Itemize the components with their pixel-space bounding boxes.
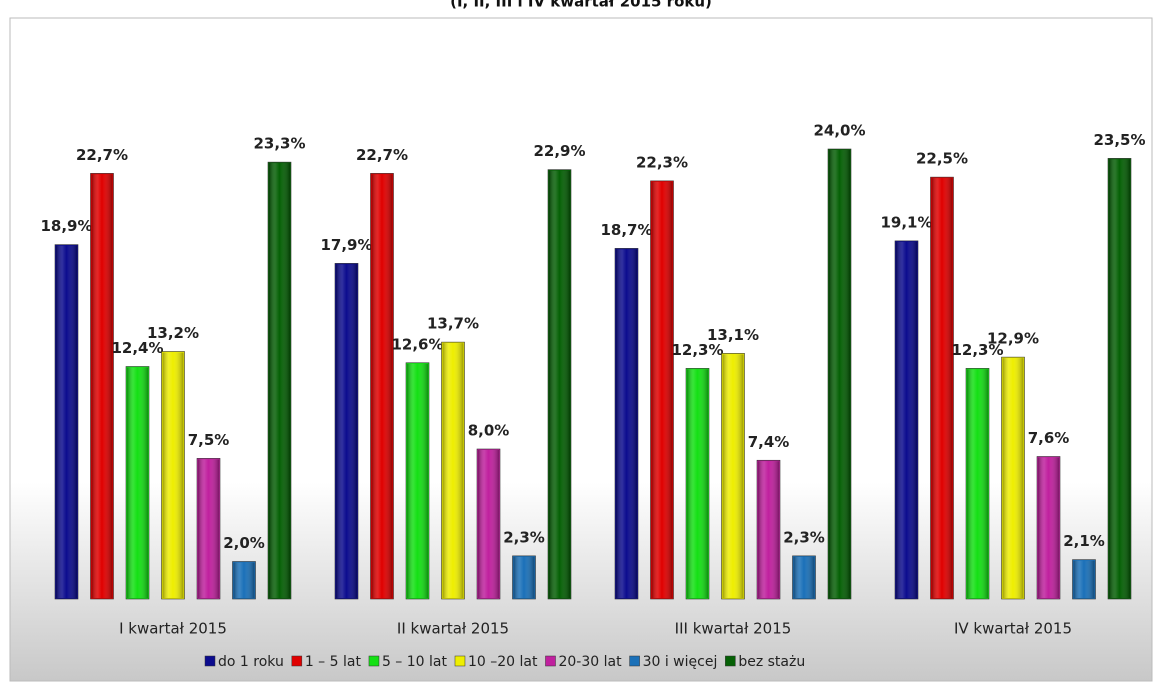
bar-shine (478, 450, 499, 598)
value-label: 13,1% (707, 326, 759, 344)
bar-shine (91, 174, 113, 598)
value-label: 2,3% (783, 528, 825, 546)
x-tick-label: IV kwartał 2015 (954, 620, 1072, 638)
bar-shine (1002, 358, 1024, 598)
bar-shine (549, 170, 570, 598)
value-label: 12,9% (987, 330, 1039, 348)
bar-shine (127, 367, 148, 598)
bar-shine (896, 241, 917, 598)
bar-shine (269, 163, 290, 598)
bar-shine (56, 245, 77, 598)
bar-shine (1073, 560, 1095, 598)
x-tick-label: III kwartał 2015 (675, 620, 792, 638)
value-label: 22,3% (636, 153, 688, 171)
value-label: 22,5% (916, 150, 968, 168)
bar-shine (931, 178, 953, 598)
value-label: 7,6% (1028, 429, 1070, 447)
bar-shine (442, 343, 464, 598)
value-label: 18,9% (40, 217, 92, 235)
value-label: 22,7% (356, 146, 408, 164)
value-label: 12,3% (951, 341, 1003, 359)
value-label: 13,7% (427, 315, 479, 333)
value-label: 2,1% (1063, 532, 1105, 550)
value-label: 12,6% (391, 335, 443, 353)
bar-shine (233, 562, 255, 598)
bar-shine (1109, 159, 1130, 598)
value-label: 7,4% (748, 433, 790, 451)
legend-swatch (454, 655, 466, 667)
value-label: 12,4% (111, 339, 163, 357)
legend-label: 20-30 lat (558, 654, 622, 670)
value-label: 17,9% (320, 236, 372, 254)
value-label: 18,7% (600, 221, 652, 239)
value-label: 12,3% (671, 341, 723, 359)
legend-swatch (629, 655, 640, 667)
value-label: 22,9% (533, 142, 585, 160)
value-label: 23,5% (1093, 131, 1145, 149)
legend-label: do 1 roku (218, 654, 284, 670)
value-label: 23,3% (253, 135, 305, 153)
bar-shine (793, 556, 815, 598)
bar-shine (967, 369, 988, 598)
bar-shine (198, 459, 219, 598)
bar-shine (407, 363, 428, 598)
legend-swatch (204, 655, 216, 667)
x-tick-label: I kwartał 2015 (119, 620, 227, 638)
legend-label: bez stażu (738, 654, 805, 670)
bar-shine (336, 264, 357, 598)
chart-title: (I, II, III i IV kwartał 2015 roku) (450, 0, 712, 11)
bar-shine (162, 352, 184, 598)
bar-shine (1038, 457, 1059, 598)
value-label: 8,0% (468, 422, 510, 440)
legend-swatch (545, 655, 556, 667)
value-label: 7,5% (188, 431, 230, 449)
bar-shine (371, 174, 393, 598)
legend-swatch (291, 655, 303, 667)
legend-label: 1 – 5 lat (305, 654, 362, 670)
bar-shine (758, 461, 779, 598)
value-label: 13,2% (147, 324, 199, 342)
legend-swatch (725, 655, 736, 667)
legend-label: 5 – 10 lat (382, 654, 448, 670)
bar-shine (651, 181, 673, 598)
bar-shine (616, 249, 637, 598)
legend-label: 30 i więcej (643, 654, 718, 670)
legend-label: 10 –20 lat (468, 654, 538, 670)
value-label: 2,3% (503, 528, 545, 546)
bar-shine (829, 150, 850, 598)
bar-shine (722, 354, 744, 598)
legend-swatch (368, 655, 380, 667)
value-label: 24,0% (813, 122, 865, 140)
bar-shine (687, 369, 708, 598)
value-label: 22,7% (76, 146, 128, 164)
x-tick-label: II kwartał 2015 (397, 620, 509, 638)
value-label: 19,1% (880, 213, 932, 231)
value-label: 2,0% (223, 534, 265, 552)
bar-shine (513, 556, 535, 598)
